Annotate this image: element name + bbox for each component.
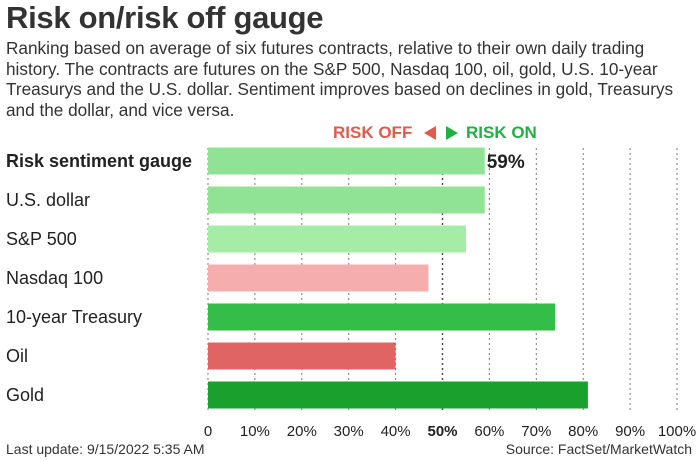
risk-off-label: RISK OFF <box>333 123 413 142</box>
tick-label: 100% <box>658 423 696 440</box>
tick-label: 0 <box>204 423 212 440</box>
bar <box>208 147 485 175</box>
category-label: Gold <box>6 385 44 405</box>
tick-label: 60% <box>474 423 504 440</box>
bar <box>208 381 588 409</box>
tick-label: 40% <box>381 423 411 440</box>
tick-label: 30% <box>334 423 364 440</box>
tick-label: 80% <box>568 423 598 440</box>
tick-label: 70% <box>521 423 551 440</box>
category-label: S&P 500 <box>6 229 77 249</box>
data-label: 59% <box>487 152 525 173</box>
tick-label: 50% <box>427 423 457 440</box>
category-label: Nasdaq 100 <box>6 268 103 288</box>
category-label: U.S. dollar <box>6 190 90 210</box>
tick-label: 90% <box>615 423 645 440</box>
chart-subtitle: Ranking based on average of six futures … <box>6 38 674 120</box>
source-credit: Source: FactSet/MarketWatch <box>505 441 692 457</box>
bar <box>208 264 429 292</box>
category-label: 10-year Treasury <box>6 307 142 327</box>
bar <box>208 342 396 370</box>
tick-label: 10% <box>240 423 270 440</box>
bar <box>208 225 466 253</box>
tick-label: 20% <box>287 423 317 440</box>
category-label: Risk sentiment gauge <box>6 151 192 171</box>
risk-off-arrow-icon <box>424 126 436 140</box>
bar <box>208 303 556 331</box>
chart-title: Risk on/risk off gauge <box>6 0 324 35</box>
last-update: Last update: 9/15/2022 5:35 AM <box>6 441 205 457</box>
bar <box>208 186 485 214</box>
category-label: Oil <box>6 346 28 366</box>
risk-on-arrow-icon <box>446 126 458 140</box>
risk-on-label: RISK ON <box>466 123 537 142</box>
